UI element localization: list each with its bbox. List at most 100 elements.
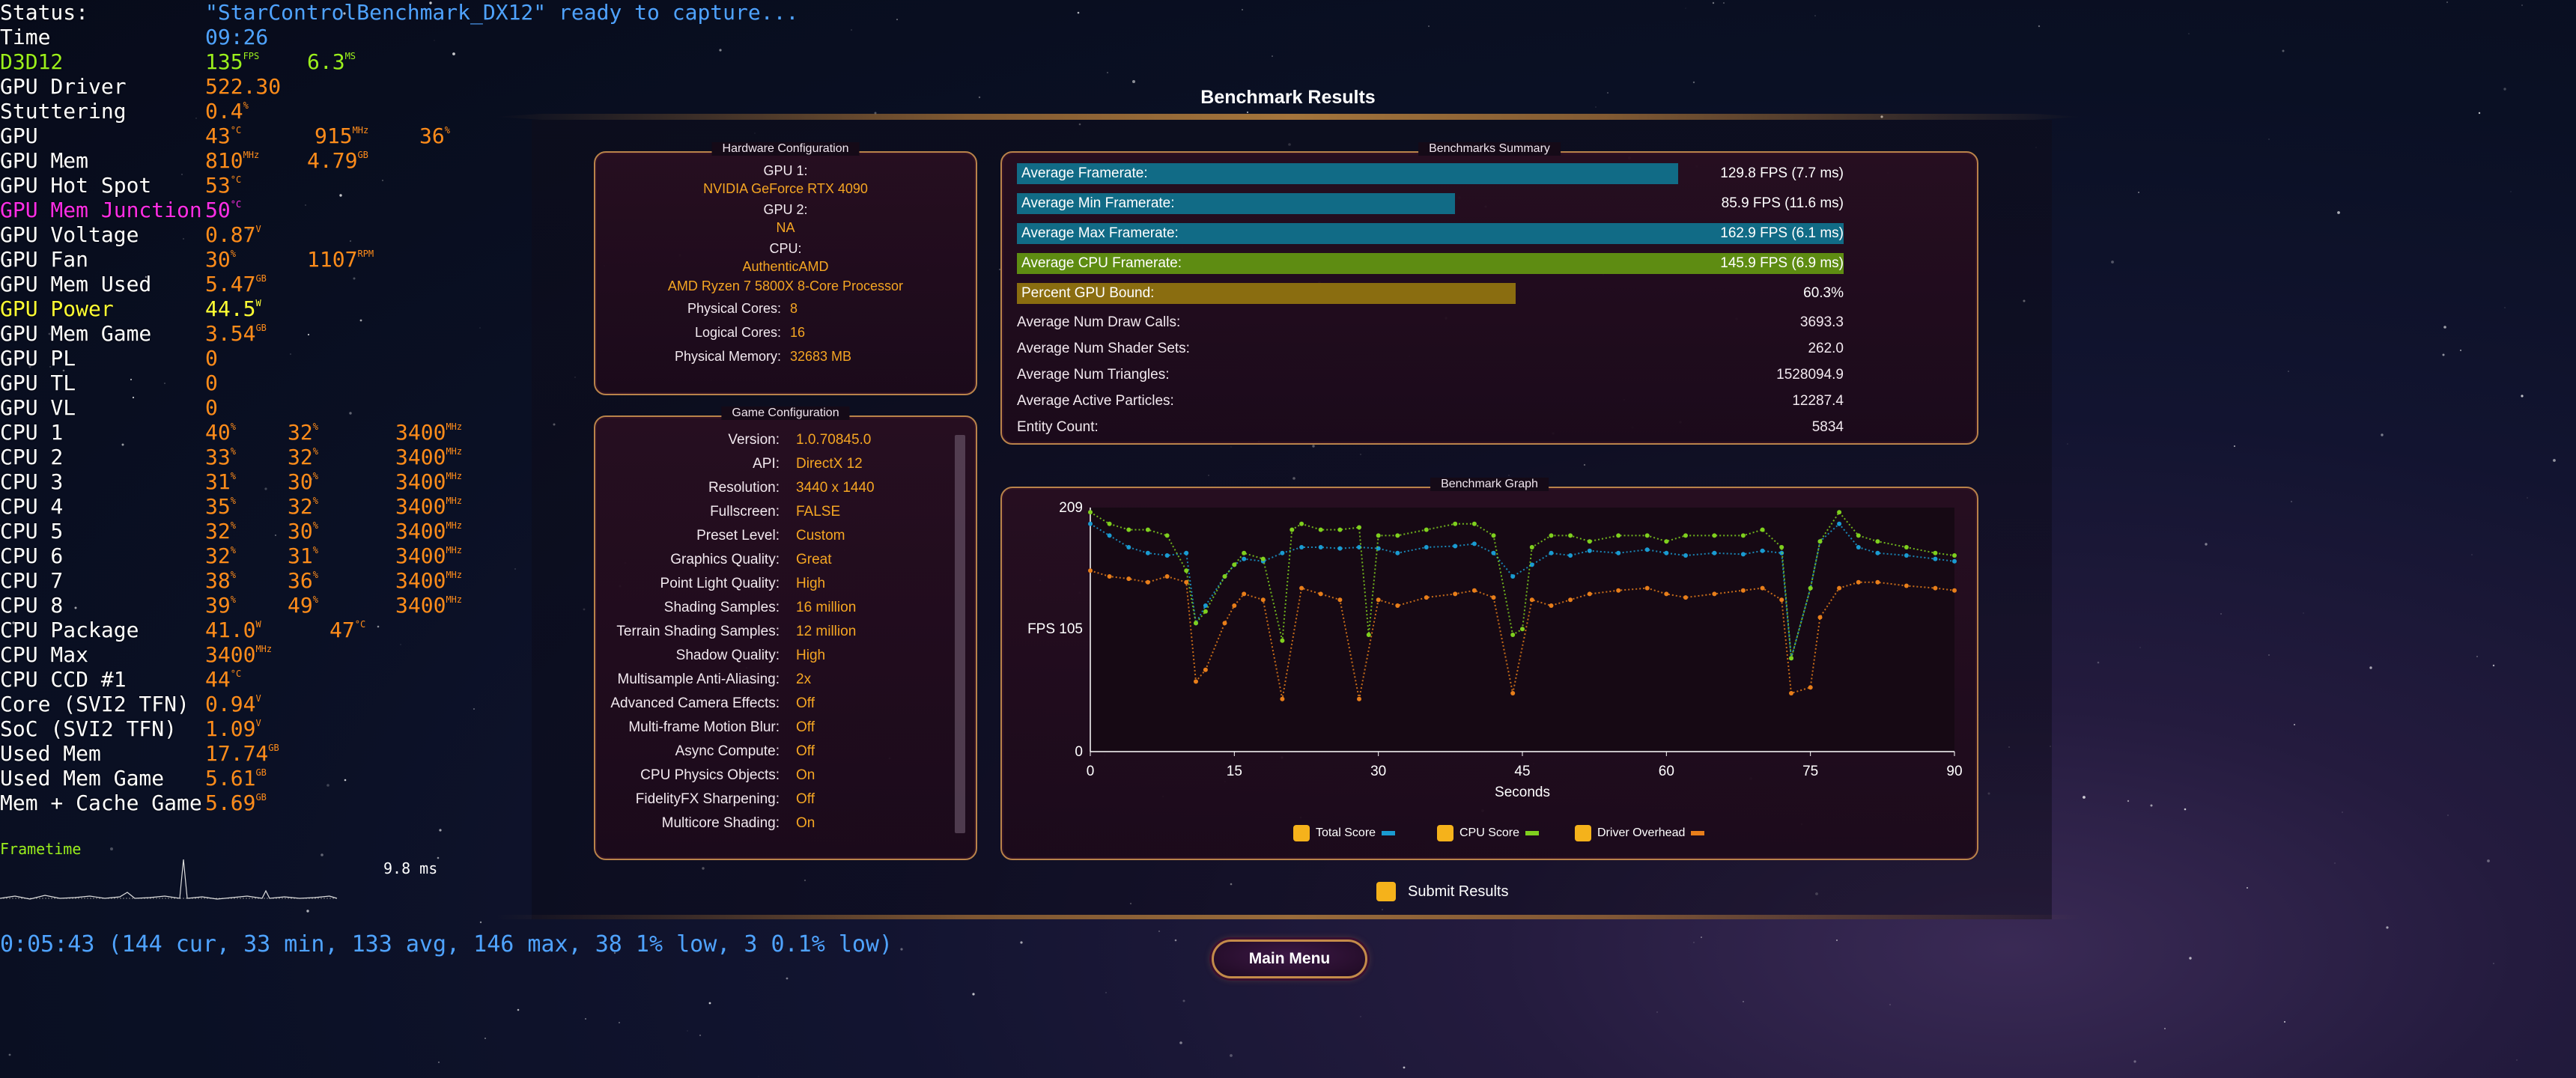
star bbox=[2268, 654, 2270, 656]
osd-value-number: 30 bbox=[288, 469, 313, 494]
osd-value-number: 41.0 bbox=[205, 618, 256, 642]
osd-metric-value: 31% bbox=[205, 469, 236, 494]
osd-metric-value: 32% bbox=[288, 445, 318, 469]
osd-metric-value: 5.69GB bbox=[205, 791, 267, 815]
star bbox=[1020, 941, 1023, 944]
osd-value-number: 0.94 bbox=[205, 692, 256, 716]
osd-metric-value: 44.5W bbox=[205, 296, 261, 321]
data-point bbox=[1740, 552, 1746, 557]
data-point bbox=[1817, 539, 1823, 544]
summary-bar-label: Average Max Framerate: bbox=[1021, 225, 1179, 241]
osd-value-number: 17.74 bbox=[205, 741, 269, 766]
star bbox=[1692, 81, 1695, 84]
osd-value-number: 33 bbox=[205, 445, 231, 469]
osd-value-number: 3400 bbox=[395, 519, 446, 543]
osd-value-unit: W bbox=[255, 619, 261, 630]
summary-bar-label: Percent GPU Bound: bbox=[1021, 285, 1155, 301]
osd-value-unit: MHz bbox=[446, 570, 463, 580]
osd-value-unit: % bbox=[230, 496, 236, 506]
x-tick-label: 90 bbox=[1946, 764, 1962, 779]
legend-total-score[interactable]: Total Score bbox=[1293, 825, 1396, 841]
osd-time-label: Time bbox=[0, 25, 51, 49]
star bbox=[2164, 1028, 2166, 1029]
total-score-checkbox[interactable] bbox=[1293, 825, 1310, 841]
star bbox=[896, 19, 898, 20]
data-point bbox=[1184, 550, 1189, 555]
x-tick-label: 0 bbox=[1087, 764, 1095, 779]
summary-bar-fill bbox=[1017, 283, 1516, 304]
osd-metric-label: SoC (SVI2 TFN) bbox=[0, 716, 177, 741]
data-point bbox=[1184, 568, 1189, 573]
osd-metric-label: GPU Driver bbox=[0, 74, 127, 99]
data-point bbox=[1164, 553, 1170, 558]
osd-value-unit: MHz bbox=[446, 594, 463, 605]
cpu-score-checkbox[interactable] bbox=[1437, 825, 1453, 841]
osd-value-unit: MHz bbox=[446, 421, 463, 432]
star bbox=[349, 240, 352, 243]
star bbox=[2205, 543, 2208, 546]
legend-cpu-score[interactable]: CPU Score bbox=[1437, 825, 1540, 841]
osd-metric-value: 1.09V bbox=[205, 716, 261, 741]
data-point bbox=[1789, 691, 1793, 695]
star bbox=[517, 1008, 520, 1011]
osd-metric-value: 1107RPM bbox=[307, 247, 374, 272]
game-config-value: 3440 x 1440 bbox=[796, 480, 875, 496]
star bbox=[1656, 1011, 1658, 1013]
data-point bbox=[1164, 533, 1170, 538]
star bbox=[306, 910, 309, 913]
game-config-scrollbar[interactable] bbox=[955, 435, 965, 833]
osd-metric-value: 0 bbox=[205, 346, 218, 371]
osd-metric-label: CPU 8 bbox=[0, 593, 64, 618]
summary-stat-value: 1528094.9 bbox=[1776, 367, 1844, 383]
star bbox=[484, 1038, 486, 1039]
frametime-summary: 0:05:43 (144 cur, 33 min, 133 avg, 146 m… bbox=[0, 931, 893, 957]
summary-stat-row: Average Num Triangles: 1528094.9 bbox=[1017, 367, 1844, 385]
osd-value-unit: MHz bbox=[352, 125, 369, 135]
star bbox=[479, 327, 481, 329]
osd-value-unit: % bbox=[230, 471, 236, 481]
star bbox=[2476, 656, 2478, 657]
summary-bar-row: Average Min Framerate: 85.9 FPS (11.6 ms) bbox=[1017, 193, 1844, 214]
legend-driver-overhead[interactable]: Driver Overhead bbox=[1575, 825, 1705, 841]
osd-value-unit: MHz bbox=[243, 150, 260, 160]
osd-status-value: "StarControlBenchmark_DX12" ready to cap… bbox=[205, 0, 799, 25]
osd-metric-value: 3400MHz bbox=[395, 494, 462, 519]
star bbox=[619, 1022, 620, 1023]
osd-metric-value: 32% bbox=[288, 494, 318, 519]
star bbox=[1174, 939, 1177, 942]
star bbox=[1272, 55, 1273, 57]
osd-metric-label: GPU Power bbox=[0, 296, 114, 321]
osd-value-unit: MHz bbox=[446, 471, 463, 481]
game-config-label: Shading Samples: bbox=[663, 600, 780, 615]
star bbox=[1105, 992, 1107, 993]
cpu-vendor: AuthenticAMD bbox=[742, 259, 829, 274]
osd-value-number: 30 bbox=[205, 247, 231, 272]
star bbox=[1693, 942, 1695, 943]
driver-overhead-checkbox[interactable] bbox=[1575, 825, 1591, 841]
osd-metric-value: 43°C bbox=[205, 124, 241, 148]
total-score-swatch bbox=[1382, 831, 1396, 835]
star bbox=[2553, 459, 2556, 462]
star bbox=[1814, 15, 1816, 16]
game-config-row: Fullscreen: FALSE bbox=[595, 504, 955, 522]
osd-metric-value: 810MHz bbox=[205, 148, 259, 173]
main-menu-button[interactable]: Main Menu bbox=[1212, 940, 1367, 978]
star bbox=[110, 847, 113, 850]
data-point bbox=[1318, 545, 1323, 549]
summary-stat-label: Average Active Particles: bbox=[1017, 393, 1174, 409]
submit-results[interactable]: Submit Results bbox=[1376, 882, 1509, 901]
summary-bar-fill bbox=[1017, 253, 1844, 274]
data-point bbox=[1126, 576, 1131, 582]
driver-overhead-swatch bbox=[1691, 831, 1705, 835]
data-point bbox=[1453, 543, 1458, 549]
star bbox=[344, 779, 347, 782]
star bbox=[1132, 80, 1135, 83]
osd-value-unit: W bbox=[255, 298, 261, 308]
star bbox=[121, 443, 124, 446]
gpu1-label: GPU 1: bbox=[763, 163, 808, 178]
star bbox=[2493, 963, 2494, 964]
star bbox=[2516, 1059, 2518, 1061]
submit-results-checkbox[interactable] bbox=[1376, 882, 1396, 901]
osd-value-number: 3400 bbox=[395, 568, 446, 593]
game-config-value: On bbox=[796, 767, 815, 783]
